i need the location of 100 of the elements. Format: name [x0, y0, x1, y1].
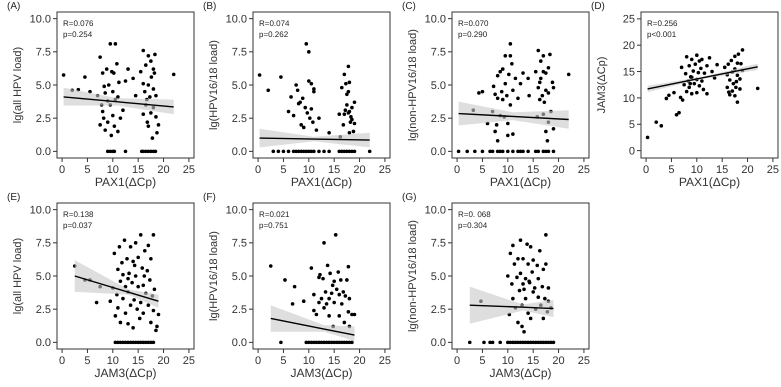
- x-tick-label: 15: [132, 355, 144, 367]
- y-axis-title: JAM3(ΔCp): [596, 56, 608, 114]
- y-tick-label: 5.0: [430, 270, 446, 283]
- x-tick-label: 0: [255, 164, 262, 176]
- y-tick-label: 7.5: [430, 238, 446, 250]
- x-tick-label: 20: [157, 164, 170, 176]
- y-tick-label: 0.0: [430, 146, 446, 158]
- chart-title: (D): [591, 1, 605, 12]
- x-tick-label: 20: [157, 355, 170, 367]
- x-tick-label: 20: [552, 355, 565, 367]
- annotation: p=0.751: [259, 221, 289, 230]
- x-axis-title: PAX1(ΔCp): [290, 175, 352, 189]
- annotation: R=0.256: [647, 19, 678, 28]
- y-axis-title: lg(non-HPV16/18 load): [407, 29, 419, 141]
- y-tick-label: 5.0: [430, 80, 446, 92]
- y-tick-label: 5.0: [36, 80, 51, 92]
- x-tick-label: 25: [766, 164, 780, 176]
- x-tick-label: 20: [741, 164, 754, 176]
- x-tick-label: 10: [106, 164, 119, 176]
- y-tick-label: 0.0: [232, 146, 247, 158]
- y-tick-label: 10.0: [30, 204, 51, 216]
- annotation: R=0.074: [259, 19, 290, 28]
- x-tick-label: 25: [378, 355, 392, 367]
- x-tick-label: 15: [527, 164, 540, 176]
- y-tick-label: 7.5: [232, 46, 247, 59]
- x-tick-label: 0: [59, 355, 66, 367]
- annotation: R=0.021: [259, 210, 290, 219]
- chart-title: (E): [7, 192, 20, 203]
- x-axis-title: PAX1(ΔCp): [490, 175, 552, 189]
- y-axis-title: lg(all HPV load): [12, 238, 24, 314]
- x-tick-label: 15: [716, 164, 728, 176]
- annotation: R=0.076: [63, 19, 94, 28]
- y-tick-label: 7.5: [232, 238, 247, 250]
- y-tick-label: 7.5: [36, 238, 51, 250]
- y-tick-label: 0.0: [430, 337, 446, 350]
- y-tick-label: 5.0: [36, 270, 51, 283]
- x-tick-label: 25: [182, 355, 196, 367]
- chart-title: (C): [402, 1, 416, 12]
- x-tick-label: 25: [182, 164, 196, 176]
- annotation: p=0.290: [458, 30, 488, 39]
- x-tick-label: 20: [353, 355, 366, 367]
- y-axis-title: lg(HPV16/18 load): [208, 40, 220, 130]
- annotation: R=0.138: [63, 210, 94, 219]
- annotation: p=0.262: [259, 30, 289, 39]
- y-tick-label: 2.5: [232, 304, 247, 316]
- y-axis-title: lg(all HPV load): [12, 46, 24, 124]
- y-tick-label: 15: [622, 66, 635, 78]
- x-tick-label: 15: [328, 164, 340, 176]
- x-axis-title: PAX1(ΔCp): [678, 175, 740, 189]
- x-tick-label: 15: [328, 355, 340, 367]
- x-axis-title: JAM3(ΔCp): [489, 366, 552, 380]
- chart-title: (G): [402, 192, 416, 203]
- annotation: p<0.001: [647, 30, 677, 39]
- x-tick-label: 0: [59, 164, 66, 176]
- x-tick-label: 0: [255, 355, 262, 367]
- x-tick-label: 10: [502, 355, 514, 367]
- x-tick-label: 10: [106, 355, 119, 367]
- x-tick-label: 5: [479, 355, 486, 367]
- y-tick-label: 0: [628, 145, 635, 158]
- annotation: R=0.070: [458, 19, 490, 28]
- y-axis-title: lg(HPV16/18 load): [208, 231, 220, 321]
- annotation: p=0.037: [63, 221, 93, 230]
- y-tick-label: 10.0: [424, 204, 446, 216]
- y-tick-label: 0.0: [36, 337, 51, 350]
- x-tick-label: 10: [302, 164, 315, 176]
- annotation: p=0.304: [458, 221, 488, 230]
- x-tick-label: 15: [527, 355, 540, 367]
- y-tick-label: 10.0: [226, 204, 247, 216]
- y-tick-label: 25: [622, 14, 635, 26]
- y-tick-label: 5.0: [232, 270, 247, 283]
- y-tick-label: 10.0: [226, 13, 247, 26]
- x-tick-label: 0: [643, 164, 650, 176]
- annotation: R=0. 068: [458, 210, 492, 219]
- x-tick-label: 20: [552, 164, 565, 176]
- x-tick-label: 10: [302, 355, 315, 367]
- x-axis-title: JAM3(ΔCp): [94, 366, 157, 380]
- x-tick-label: 10: [690, 164, 703, 176]
- y-tick-label: 0.0: [36, 146, 51, 158]
- x-tick-label: 5: [479, 164, 486, 176]
- x-tick-label: 5: [280, 164, 287, 176]
- x-tick-label: 0: [454, 164, 460, 176]
- chart-title: (B): [203, 1, 216, 12]
- x-tick-label: 5: [668, 164, 675, 176]
- x-axis-title: JAM3(ΔCp): [290, 366, 353, 380]
- y-tick-label: 20: [622, 40, 635, 52]
- y-tick-label: 2.5: [430, 304, 446, 316]
- x-tick-label: 5: [84, 355, 91, 367]
- x-tick-label: 5: [84, 164, 91, 176]
- y-tick-label: 2.5: [430, 113, 446, 126]
- y-axis-title: lg(non-HPV16/18 load): [407, 220, 419, 332]
- chart-title: (A): [7, 1, 20, 12]
- x-axis-title: PAX1(ΔCp): [94, 175, 156, 189]
- y-tick-label: 5.0: [232, 80, 247, 92]
- y-tick-label: 5: [628, 119, 635, 132]
- y-tick-label: 0.0: [232, 337, 247, 350]
- x-tick-label: 25: [578, 164, 590, 176]
- y-tick-label: 7.5: [430, 46, 446, 59]
- x-tick-label: 10: [502, 164, 514, 176]
- y-tick-label: 2.5: [36, 113, 51, 126]
- x-tick-label: 25: [378, 164, 392, 176]
